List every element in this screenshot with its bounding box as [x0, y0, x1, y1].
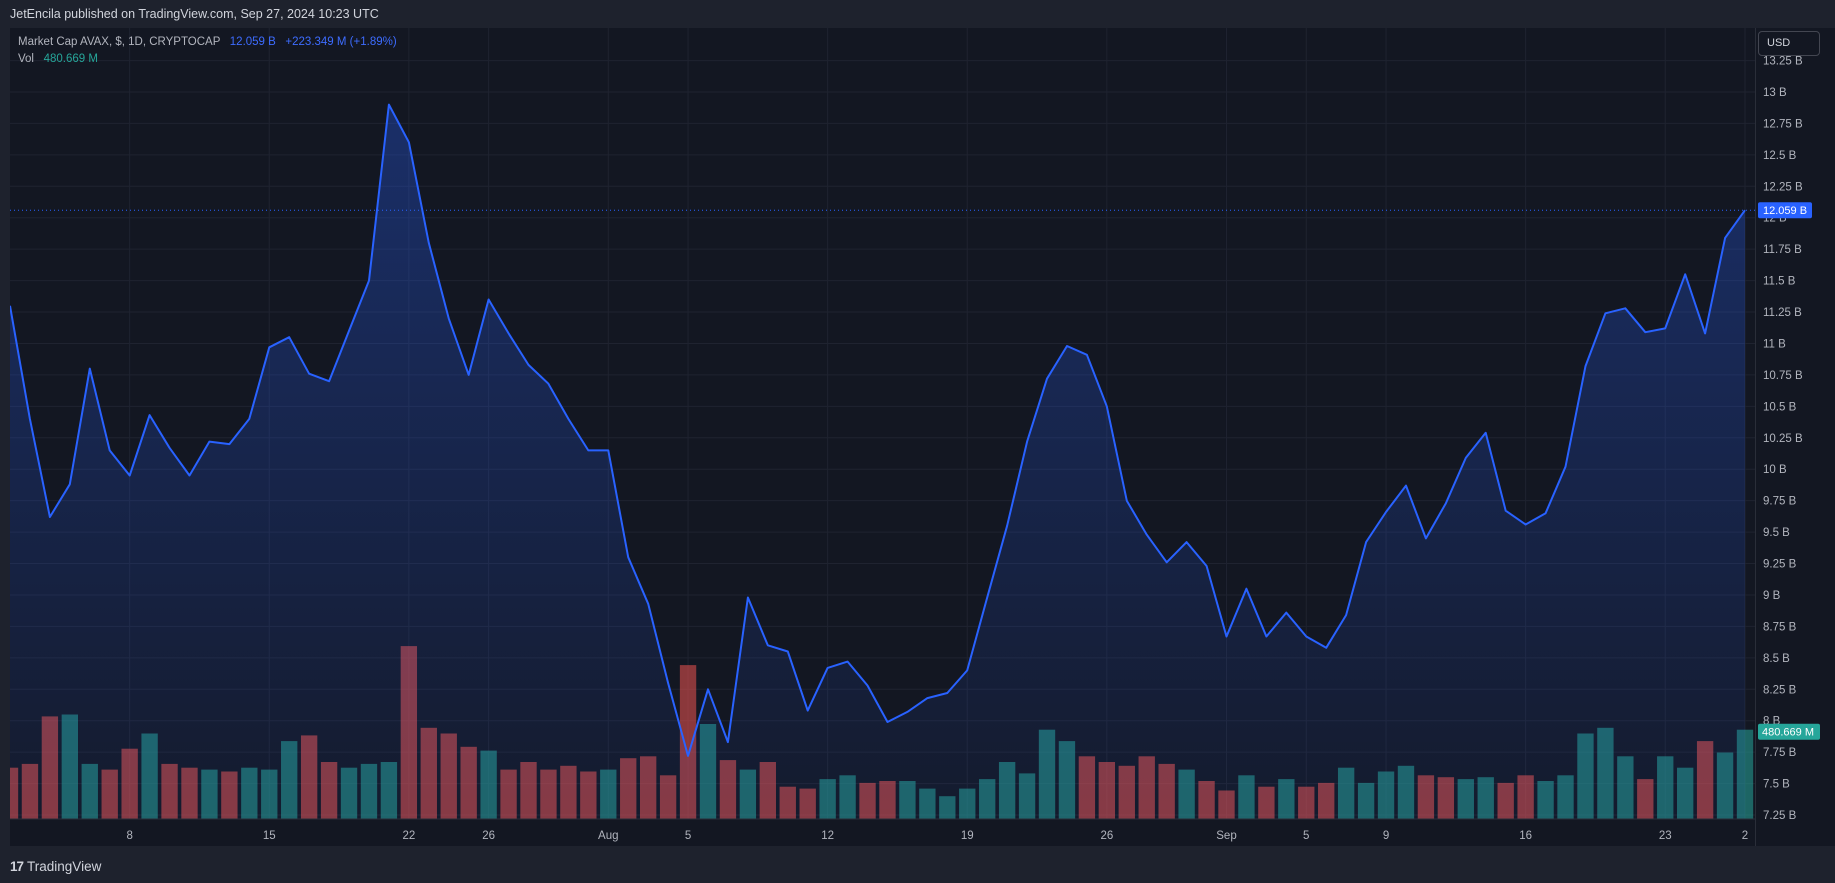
- price-tick-label: 11.75 B: [1763, 244, 1802, 256]
- current-volume-marker: [1758, 723, 1820, 740]
- price-tick-label: 9 B: [1763, 590, 1781, 602]
- time-tick-label: 19: [961, 830, 974, 842]
- current-price-marker: [1758, 202, 1812, 219]
- tradingview-logo-icon: 17: [10, 859, 24, 874]
- volume-label[interactable]: Vol: [18, 53, 34, 65]
- price-markers: 12.059 B 480.669 M: [1758, 202, 1820, 740]
- price-tick-label: 10.75 B: [1763, 370, 1803, 382]
- area-series: [10, 103, 1755, 820]
- time-tick-label: Sep: [1216, 830, 1236, 842]
- time-tick-label: 2: [1742, 830, 1748, 842]
- time-tick-label: 5: [685, 830, 691, 842]
- time-tick-label: 26: [1100, 830, 1113, 842]
- footer: 17 TradingView: [0, 846, 1835, 883]
- price-tick-label: 10.25 B: [1763, 433, 1803, 445]
- time-tick-label: 8: [126, 830, 132, 842]
- chart-pane[interactable]: 8 15 22 26 Aug 5 12 19 26 Sep 5 9 16 23 2 Market Cap A…: [10, 28, 1755, 846]
- time-tick-label: 16: [1519, 830, 1532, 842]
- price-tick-label: 9.75 B: [1763, 496, 1797, 508]
- price-tick-label: 13 B: [1763, 87, 1787, 99]
- time-tick-label: 5: [1303, 830, 1309, 842]
- time-tick-label: 12: [821, 830, 834, 842]
- time-tick-label: 15: [263, 830, 276, 842]
- time-axis: 8 15 22 26 Aug 5 12 19 26 Sep 5 9 16 23 2: [10, 818, 1755, 842]
- publisher-text: JetEncila published on TradingView.com, …: [10, 7, 379, 21]
- price-tick-label: 12.25 B: [1763, 181, 1803, 193]
- symbol-label[interactable]: Market Cap AVAX, $, 1D, CRYPTOCAP: [18, 36, 221, 48]
- currency-button[interactable]: USD: [1758, 31, 1820, 56]
- price-tick-label: 11.25 B: [1763, 307, 1802, 319]
- price-tick-labels: 7.25 B7.5 B7.75 B8 B8.25 B8.5 B8.75 B9 B…: [1763, 56, 1803, 822]
- price-tick-label: 11.5 B: [1763, 276, 1796, 288]
- area-fill: [10, 104, 1745, 820]
- tradingview-logo[interactable]: 17 TradingView: [10, 859, 101, 874]
- time-tick-label: 22: [402, 830, 415, 842]
- time-tick-label: 23: [1659, 830, 1672, 842]
- time-tick-label: 26: [482, 830, 495, 842]
- price-tick-label: 7.75 B: [1763, 747, 1797, 759]
- price-tick-label: 10.5 B: [1763, 401, 1797, 413]
- time-tick-label: 9: [1383, 830, 1389, 842]
- price-tick-label: 13.25 B: [1763, 56, 1803, 68]
- price-tick-label: 8.75 B: [1763, 621, 1797, 633]
- chart-svg[interactable]: 8 15 22 26 Aug 5 12 19 26 Sep 5 9 16 23 2: [10, 28, 1755, 846]
- time-tick-label: Aug: [598, 830, 618, 842]
- price-line: [10, 103, 1746, 757]
- price-tick-label: 11 B: [1763, 338, 1786, 350]
- price-tick-label: 7.25 B: [1763, 810, 1797, 822]
- legend-volume-row: Vol 480.669 M: [18, 51, 397, 68]
- price-tick-label: 8.25 B: [1763, 684, 1797, 696]
- volume-value: 480.669 M: [43, 53, 98, 65]
- price-tick-label: 7.5 B: [1763, 779, 1790, 791]
- current-volume-label: 480.669 M: [1762, 727, 1814, 739]
- current-price-label: 12.059 B: [1763, 205, 1807, 217]
- price-tick-label: 12.5 B: [1763, 150, 1797, 162]
- price-tick-label: 10 B: [1763, 464, 1787, 476]
- price-tick-label: 9.5 B: [1763, 527, 1790, 539]
- price-tick-label: 9.25 B: [1763, 559, 1797, 571]
- price-tick-label: 12.75 B: [1763, 118, 1803, 130]
- legend-main-row: Market Cap AVAX, $, 1D, CRYPTOCAP 12.059…: [18, 34, 397, 51]
- brand-label: TradingView: [27, 859, 102, 874]
- price-tick-label: 8.5 B: [1763, 653, 1790, 665]
- publish-header: JetEncila published on TradingView.com, …: [0, 0, 1835, 28]
- change-value: +223.349 M (+1.89%): [285, 36, 397, 48]
- price-axis-svg: 7.25 B7.5 B7.75 B8 B8.25 B8.5 B8.75 B9 B…: [1758, 56, 1820, 822]
- chart-legend: Market Cap AVAX, $, 1D, CRYPTOCAP 12.059…: [18, 34, 397, 68]
- last-value: 12.059 B: [229, 36, 276, 48]
